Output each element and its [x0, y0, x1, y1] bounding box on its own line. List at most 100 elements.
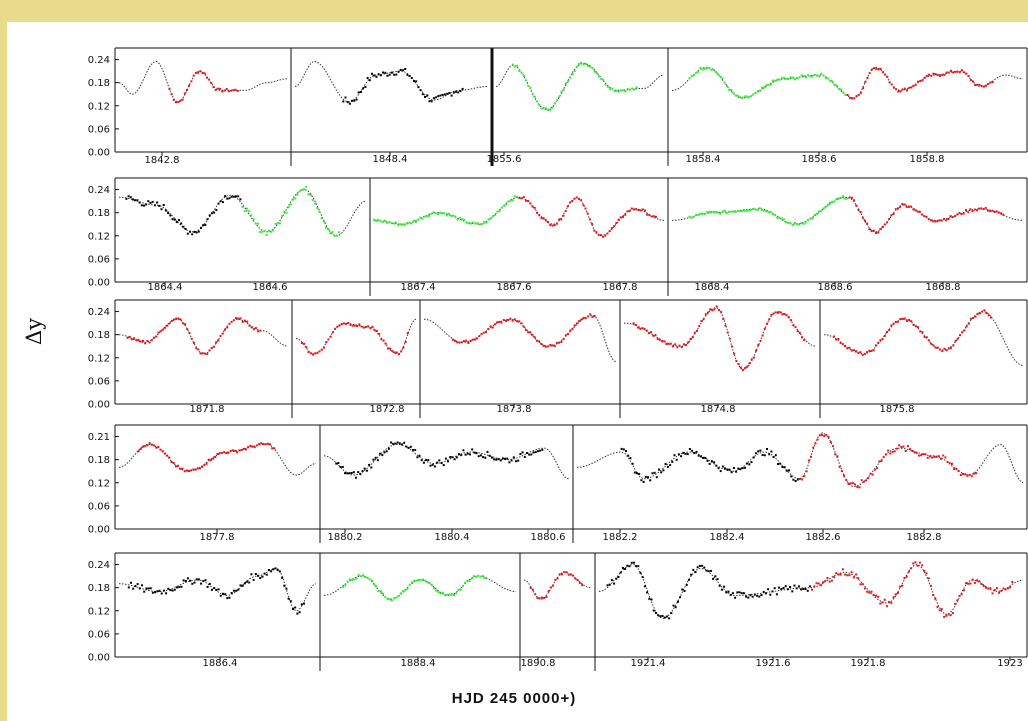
- observation-point: [540, 107, 543, 110]
- observation-point: [577, 198, 580, 201]
- observation-point: [210, 212, 213, 215]
- observation-point: [639, 571, 642, 574]
- observation-point: [711, 309, 714, 312]
- observation-point: [409, 445, 412, 448]
- observation-point: [515, 460, 517, 463]
- observation-point: [785, 469, 788, 472]
- observation-point: [428, 214, 431, 217]
- observation-point: [830, 579, 833, 582]
- observation-point: [433, 465, 436, 468]
- observation-point: [173, 588, 176, 591]
- x-tick-label: 1858.6: [802, 154, 837, 165]
- observation-point: [936, 74, 939, 77]
- observation-point: [801, 336, 803, 339]
- observation-point: [267, 569, 270, 571]
- observation-point: [197, 348, 200, 351]
- observation-point: [125, 197, 128, 200]
- observation-point: [481, 574, 484, 577]
- observation-point: [523, 455, 526, 458]
- observation-point: [978, 580, 981, 583]
- observation-point: [672, 604, 675, 607]
- observation-point: [669, 464, 672, 467]
- observation-point: [521, 451, 524, 454]
- observation-point: [886, 75, 889, 78]
- observation-point: [966, 474, 969, 477]
- observation-point: [458, 341, 461, 344]
- observation-point: [621, 567, 624, 569]
- observation-point: [138, 201, 141, 204]
- observation-point: [195, 578, 198, 581]
- observation-point: [715, 305, 718, 308]
- observation-point: [186, 577, 189, 580]
- observation-point: [942, 454, 945, 457]
- observation-point: [446, 593, 449, 596]
- observation-point: [188, 331, 191, 334]
- observation-point: [216, 453, 219, 455]
- observation-point: [873, 468, 876, 471]
- observation-point: [571, 327, 574, 330]
- observation-point: [294, 606, 297, 609]
- observation-point: [300, 603, 303, 606]
- observation-point: [773, 587, 776, 590]
- observation-point: [827, 77, 829, 80]
- observation-point: [560, 218, 563, 221]
- observation-point: [940, 219, 943, 222]
- observation-point: [296, 193, 299, 196]
- observation-point: [305, 346, 308, 349]
- observation-point: [516, 64, 519, 67]
- observation-point: [294, 197, 297, 200]
- observation-point: [943, 347, 946, 350]
- observation-point: [400, 350, 403, 353]
- observation-point: [952, 71, 955, 74]
- observation-point: [974, 84, 977, 86]
- observation-point: [246, 207, 248, 210]
- observation-point: [693, 452, 696, 455]
- model-curve: [118, 443, 317, 476]
- observation-point: [593, 70, 596, 73]
- observation-point: [917, 326, 919, 329]
- observation-point: [714, 211, 717, 214]
- observation-point: [965, 582, 968, 585]
- observation-point: [578, 320, 581, 323]
- observation-point: [928, 455, 931, 458]
- observation-point: [203, 464, 206, 467]
- figure-canvas: [7, 22, 1028, 721]
- observation-point: [487, 218, 490, 221]
- observation-point: [266, 442, 269, 445]
- observation-point: [728, 88, 731, 91]
- observation-point: [991, 592, 994, 595]
- observation-point: [654, 334, 657, 337]
- observation-point: [919, 80, 922, 82]
- observation-point: [512, 456, 515, 459]
- observation-point: [859, 351, 862, 354]
- observation-point: [184, 580, 187, 582]
- observation-point: [840, 88, 843, 91]
- observation-point: [892, 86, 895, 89]
- observation-point: [219, 335, 222, 337]
- observation-point: [426, 581, 429, 584]
- observation-point: [491, 326, 494, 329]
- observation-point: [756, 90, 759, 93]
- observation-point: [234, 449, 236, 452]
- observation-point: [386, 74, 389, 77]
- observation-point: [666, 465, 669, 468]
- observation-point: [371, 579, 373, 582]
- y-tick-label: 0.12: [88, 606, 110, 617]
- observation-point: [558, 573, 561, 576]
- observation-point: [385, 450, 388, 453]
- observation-point: [383, 451, 386, 454]
- observation-point: [471, 448, 474, 451]
- x-tick-label: 1858.8: [910, 154, 945, 165]
- observation-point: [464, 581, 466, 584]
- observation-point: [172, 98, 175, 101]
- observation-point: [196, 467, 199, 470]
- observation-point: [704, 313, 707, 316]
- observation-point: [564, 334, 567, 337]
- observation-point: [230, 89, 233, 92]
- observation-point: [658, 468, 660, 471]
- observation-point: [298, 190, 301, 193]
- observation-point: [973, 472, 975, 475]
- observation-point: [934, 73, 937, 75]
- observation-point: [382, 592, 385, 595]
- observation-point: [813, 74, 816, 76]
